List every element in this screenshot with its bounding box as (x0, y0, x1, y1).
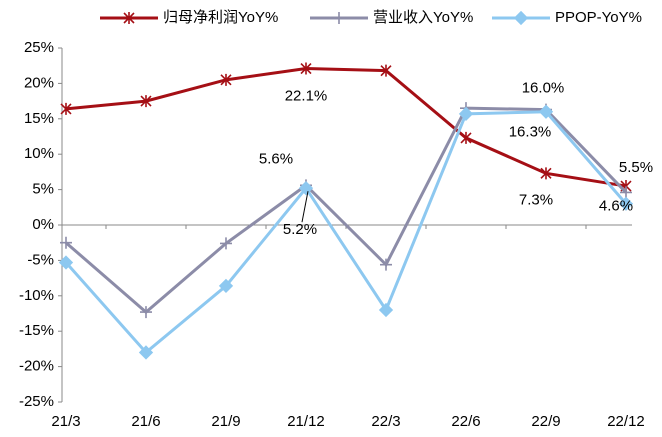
y-tick-label: -25% (19, 393, 54, 410)
y-tick-label: 0% (32, 216, 54, 233)
data-point (300, 62, 312, 75)
data-point (540, 167, 552, 180)
data-point (60, 236, 72, 249)
data-label: 5.2% (283, 221, 317, 238)
series-line (64, 110, 628, 355)
x-tick-label: 21/9 (211, 413, 240, 430)
y-tick-label: 15% (24, 110, 54, 127)
y-tick-label: -10% (19, 287, 54, 304)
x-tick-label: 22/9 (531, 413, 560, 430)
series-line (65, 106, 628, 315)
x-tick-label: 22/3 (371, 413, 400, 430)
data-label: 7.3% (519, 191, 553, 208)
data-label: 16.0% (522, 80, 565, 97)
legend-label: 归母净利润YoY% (163, 9, 278, 26)
data-point (220, 237, 232, 250)
data-point (298, 181, 314, 196)
data-point (620, 186, 632, 199)
data-point (138, 345, 154, 360)
data-point (220, 73, 232, 86)
data-point (538, 104, 554, 119)
y-tick-label: -20% (19, 358, 54, 375)
y-tick-label: 10% (24, 145, 54, 162)
y-tick-label: 20% (24, 74, 54, 91)
data-label: 4.6% (599, 197, 633, 214)
data-point (140, 95, 152, 108)
legend-label: PPOP-YoY% (555, 9, 642, 26)
data-point (380, 64, 392, 77)
data-point (458, 106, 474, 121)
legend-marker (333, 12, 345, 24)
x-tick-label: 22/6 (451, 413, 480, 430)
x-tick-label: 21/3 (51, 413, 80, 430)
data-point (60, 102, 72, 115)
x-tick-label: 21/12 (287, 413, 325, 430)
y-tick-label: 25% (24, 39, 54, 56)
data-label: 5.6% (259, 150, 293, 167)
data-label: 22.1% (285, 88, 328, 105)
legend-label: 营业收入YoY% (373, 9, 473, 26)
data-point (618, 196, 634, 211)
legend-marker (123, 12, 135, 24)
data-point (460, 131, 472, 144)
series-line (65, 67, 627, 188)
data-point (140, 306, 152, 319)
data-label: 5.5% (619, 159, 653, 176)
data-point (58, 255, 74, 270)
data-point (380, 258, 392, 271)
y-tick-label: -5% (27, 251, 54, 268)
data-point (218, 278, 234, 294)
legend-marker (513, 10, 529, 26)
y-tick-label: -15% (19, 322, 54, 339)
data-label: 16.3% (509, 124, 552, 141)
leader-line (301, 191, 309, 223)
x-tick-label: 22/12 (607, 413, 645, 430)
y-tick-label: 5% (32, 181, 54, 198)
data-point (378, 302, 394, 318)
x-tick-label: 21/6 (131, 413, 160, 430)
